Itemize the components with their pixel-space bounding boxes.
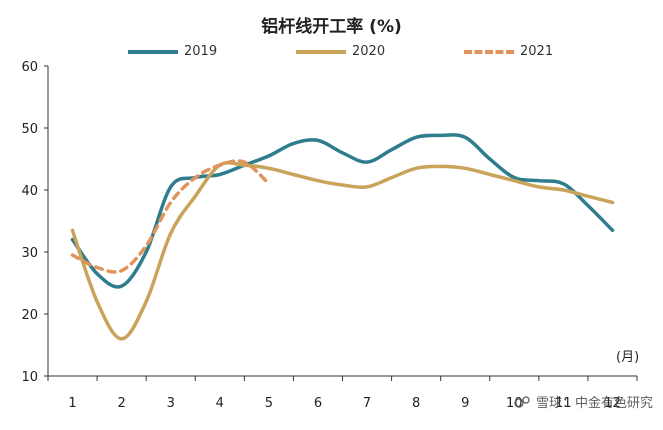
x-tick-label: 5 bbox=[265, 396, 273, 411]
watermark: 雪球：中金有色研究 bbox=[514, 392, 653, 411]
x-tick-label: 6 bbox=[314, 396, 322, 411]
x-tick-label: 12 bbox=[604, 396, 621, 411]
legend-item-2020: 2020 bbox=[296, 44, 385, 59]
x-tick-label: 7 bbox=[363, 396, 371, 411]
chart-title: 铝杆线开工率 (%) bbox=[261, 17, 402, 37]
y-tick-label: 10 bbox=[21, 370, 38, 385]
legend-swatch-2019 bbox=[128, 49, 178, 54]
x-tick-label: 3 bbox=[167, 396, 175, 411]
legend-swatch-2021 bbox=[464, 49, 514, 54]
legend-label-2019: 2019 bbox=[184, 44, 218, 59]
legend-item-2021: 2021 bbox=[464, 44, 553, 59]
x-tick-label: 8 bbox=[412, 396, 420, 411]
x-tick-label: 10 bbox=[506, 396, 523, 411]
x-tick-label: 9 bbox=[461, 396, 469, 411]
y-tick-label: 50 bbox=[21, 122, 38, 137]
watermark-text: 雪球：中金有色研究 bbox=[536, 396, 654, 411]
legend-swatch-2020 bbox=[296, 49, 346, 54]
series-line-2020 bbox=[70, 161, 615, 341]
y-tick-label: 40 bbox=[21, 184, 38, 199]
series-line-2021 bbox=[70, 159, 271, 274]
x-tick-label: 4 bbox=[216, 396, 224, 411]
series-line-2019 bbox=[70, 133, 615, 289]
legend-label-2020: 2020 bbox=[352, 44, 386, 59]
y-tick-label: 60 bbox=[21, 60, 38, 75]
x-tick-label: 2 bbox=[117, 396, 125, 411]
legend-label-2021: 2021 bbox=[520, 44, 554, 59]
y-tick-label: 20 bbox=[21, 308, 38, 323]
legend-item-2019: 2019 bbox=[128, 44, 217, 59]
x-tick-label: 1 bbox=[68, 396, 76, 411]
x-unit-label: (月) bbox=[616, 350, 640, 365]
chart-legend: 2019 2020 2021 bbox=[0, 44, 663, 64]
x-tick-label: 11 bbox=[555, 396, 572, 411]
y-tick-label: 30 bbox=[21, 246, 38, 261]
snowball-logo-icon bbox=[514, 395, 532, 409]
